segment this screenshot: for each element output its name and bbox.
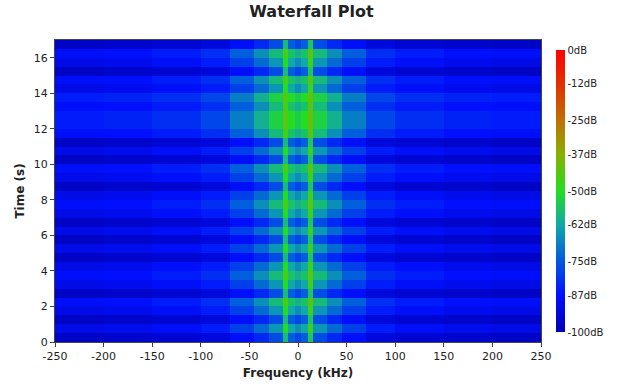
svg-text:6: 6: [41, 229, 48, 242]
svg-text:200: 200: [482, 350, 503, 363]
svg-text:-37dB: -37dB: [568, 149, 598, 160]
svg-text:-12dB: -12dB: [568, 78, 598, 89]
svg-text:Frequency (kHz): Frequency (kHz): [243, 366, 353, 380]
svg-text:2: 2: [41, 300, 48, 313]
svg-text:12: 12: [34, 123, 48, 136]
svg-text:14: 14: [34, 87, 48, 100]
svg-text:0: 0: [41, 336, 48, 349]
svg-text:4: 4: [41, 265, 48, 278]
svg-text:10: 10: [34, 158, 48, 171]
svg-text:-200: -200: [91, 350, 116, 363]
svg-text:8: 8: [41, 194, 48, 207]
svg-text:-75dB: -75dB: [568, 256, 598, 267]
svg-text:100: 100: [385, 350, 406, 363]
svg-text:-50: -50: [240, 350, 258, 363]
svg-text:0: 0: [295, 350, 302, 363]
svg-text:0dB: 0dB: [568, 45, 588, 56]
svg-text:Time (s): Time (s): [13, 163, 27, 218]
svg-text:Waterfall Plot: Waterfall Plot: [249, 2, 374, 21]
svg-text:-150: -150: [140, 350, 165, 363]
svg-text:-87dB: -87dB: [568, 290, 598, 301]
svg-text:16: 16: [34, 52, 48, 65]
svg-text:-100: -100: [188, 350, 213, 363]
svg-text:150: 150: [433, 350, 454, 363]
svg-text:-100dB: -100dB: [568, 327, 604, 338]
svg-text:-25dB: -25dB: [568, 115, 598, 126]
svg-text:-50dB: -50dB: [568, 186, 598, 197]
svg-text:50: 50: [340, 350, 354, 363]
svg-text:-62dB: -62dB: [568, 219, 598, 230]
svg-text:250: 250: [531, 350, 552, 363]
svg-text:-250: -250: [43, 350, 68, 363]
